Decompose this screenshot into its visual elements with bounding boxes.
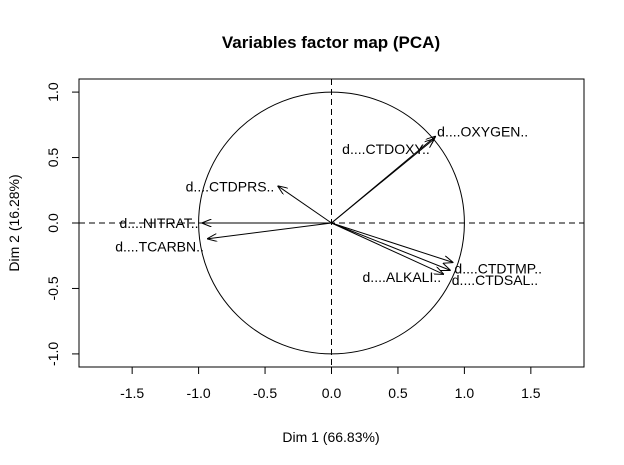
variable-label: d....TCARBN.. [115,239,204,255]
variable-label: d....OXYGEN.. [437,124,528,140]
correlation-circle [198,91,465,355]
variable-label: d....ALKALI.. [363,269,442,285]
x-tick-label: -1.5 [120,385,144,401]
x-tick-label: 1.5 [521,385,541,401]
variable-label: d....NITRAT.. [119,215,198,231]
y-tick-label: -1.0 [45,342,61,366]
y-tick-label: 1.0 [45,82,61,102]
y-tick-label: 0.5 [45,148,61,168]
x-tick-label: -1.0 [187,385,211,401]
x-tick-label: 0.5 [388,385,408,401]
loading-arrow [331,222,450,270]
x-tick-label: -0.5 [253,385,277,401]
plot-content: d....CTDOXY.. d....OXYGEN.. d....CTDPRS.. d… [79,79,584,367]
loading-arrow [331,222,444,274]
x-axis-label: Dim 1 (66.83%) [282,429,379,445]
variable-label: d....CTDPRS.. [186,178,275,194]
loading-arrow [331,137,436,224]
variable-label: d....CTDOXY.. [342,141,430,157]
loading-arrow [208,222,332,239]
y-axis-label: Dim 2 (16.28%) [6,174,22,271]
loading-arrow [278,186,332,224]
x-tick-label: 1.0 [455,385,475,401]
x-axis: -1.5 -1.0 -0.5 0.0 0.5 1.0 1.5 [120,366,541,401]
variable-label: d....CTDSAL.. [452,272,538,288]
x-tick-label: 0.0 [322,385,342,401]
loading-arrow [331,222,453,262]
chart-title: Variables factor map (PCA) [222,33,440,52]
variable-label: d....CTDTMP.. [454,260,542,276]
y-axis: -1.0 -0.5 0.0 0.5 1.0 [45,82,80,366]
y-tick-label: -0.5 [45,276,61,300]
y-tick-label: 0.0 [45,213,61,233]
